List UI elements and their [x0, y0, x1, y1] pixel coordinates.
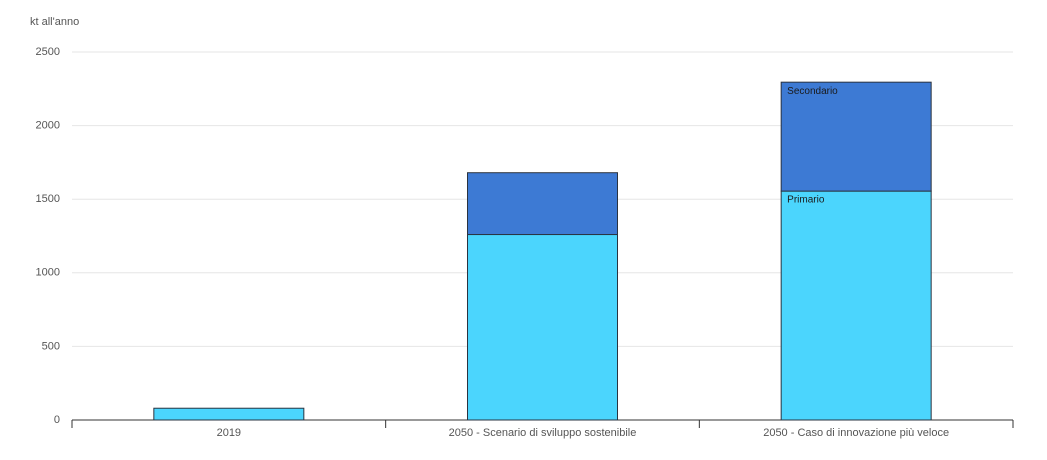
y-tick-label: 0 [54, 414, 60, 426]
x-tick-label: 2019 [217, 427, 241, 439]
x-tick-label: 2050 - Scenario di sviluppo sostenibile [449, 427, 637, 439]
y-tick-label: 1500 [36, 193, 60, 205]
x-tick-label: 2050 - Caso di innovazione più veloce [763, 427, 949, 439]
bar-segment [780, 190, 932, 421]
y-tick-label: 2000 [36, 120, 60, 132]
y-tick-label: 500 [42, 340, 60, 352]
series-label: Secondario [787, 86, 838, 97]
series-label: Primario [787, 195, 825, 206]
y-tick-label: 2500 [36, 46, 60, 58]
y-tick-label: 1000 [36, 267, 60, 279]
bar-segment [153, 407, 305, 421]
y-axis-label: kt all'anno [30, 16, 79, 28]
bar-segment [780, 81, 932, 192]
bar-segment [467, 234, 618, 421]
bar-segment [467, 172, 618, 236]
